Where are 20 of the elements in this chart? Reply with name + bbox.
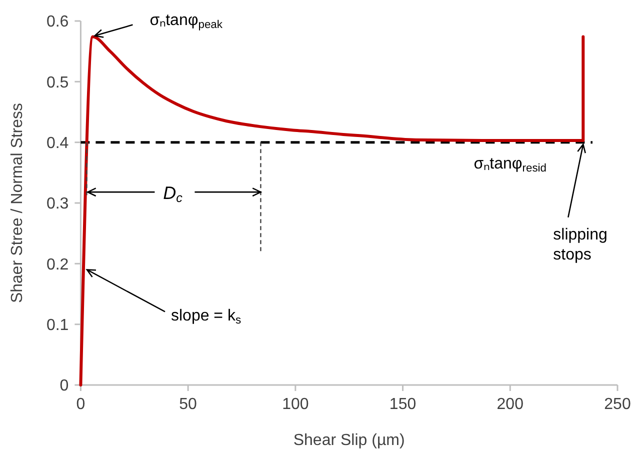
annotation: slipping stops	[553, 226, 608, 264]
x-axis-title: Shear Slip (µm)	[293, 432, 405, 449]
y-tick-label: 0.4	[46, 134, 69, 152]
x-tick-label: 0	[76, 396, 86, 413]
y-tick-label: 0.5	[46, 74, 69, 92]
y-tick-label: 0.6	[46, 14, 69, 31]
x-tick-label: 200	[496, 396, 524, 413]
annotation: σₙtanφ$_{resid}$	[474, 155, 547, 174]
annotation: σₙtanφ$_{peak}$	[150, 12, 223, 31]
y-tick-label: 0	[60, 378, 69, 395]
annotation: slope = k$_{s}$	[170, 308, 242, 326]
x-tick-label: 100	[282, 396, 309, 413]
y-tick-label: 0.1	[46, 316, 69, 334]
y-tick-label: 0.3	[46, 196, 69, 213]
y-axis-title: Shaer Stree / Normal Stress	[9, 102, 26, 304]
y-tick-label: 0.2	[46, 256, 69, 274]
x-tick-label: 250	[604, 396, 631, 413]
x-tick-label: 50	[179, 396, 198, 413]
x-tick-label: 150	[389, 396, 416, 413]
annotation: D$_{c}$	[163, 183, 184, 206]
